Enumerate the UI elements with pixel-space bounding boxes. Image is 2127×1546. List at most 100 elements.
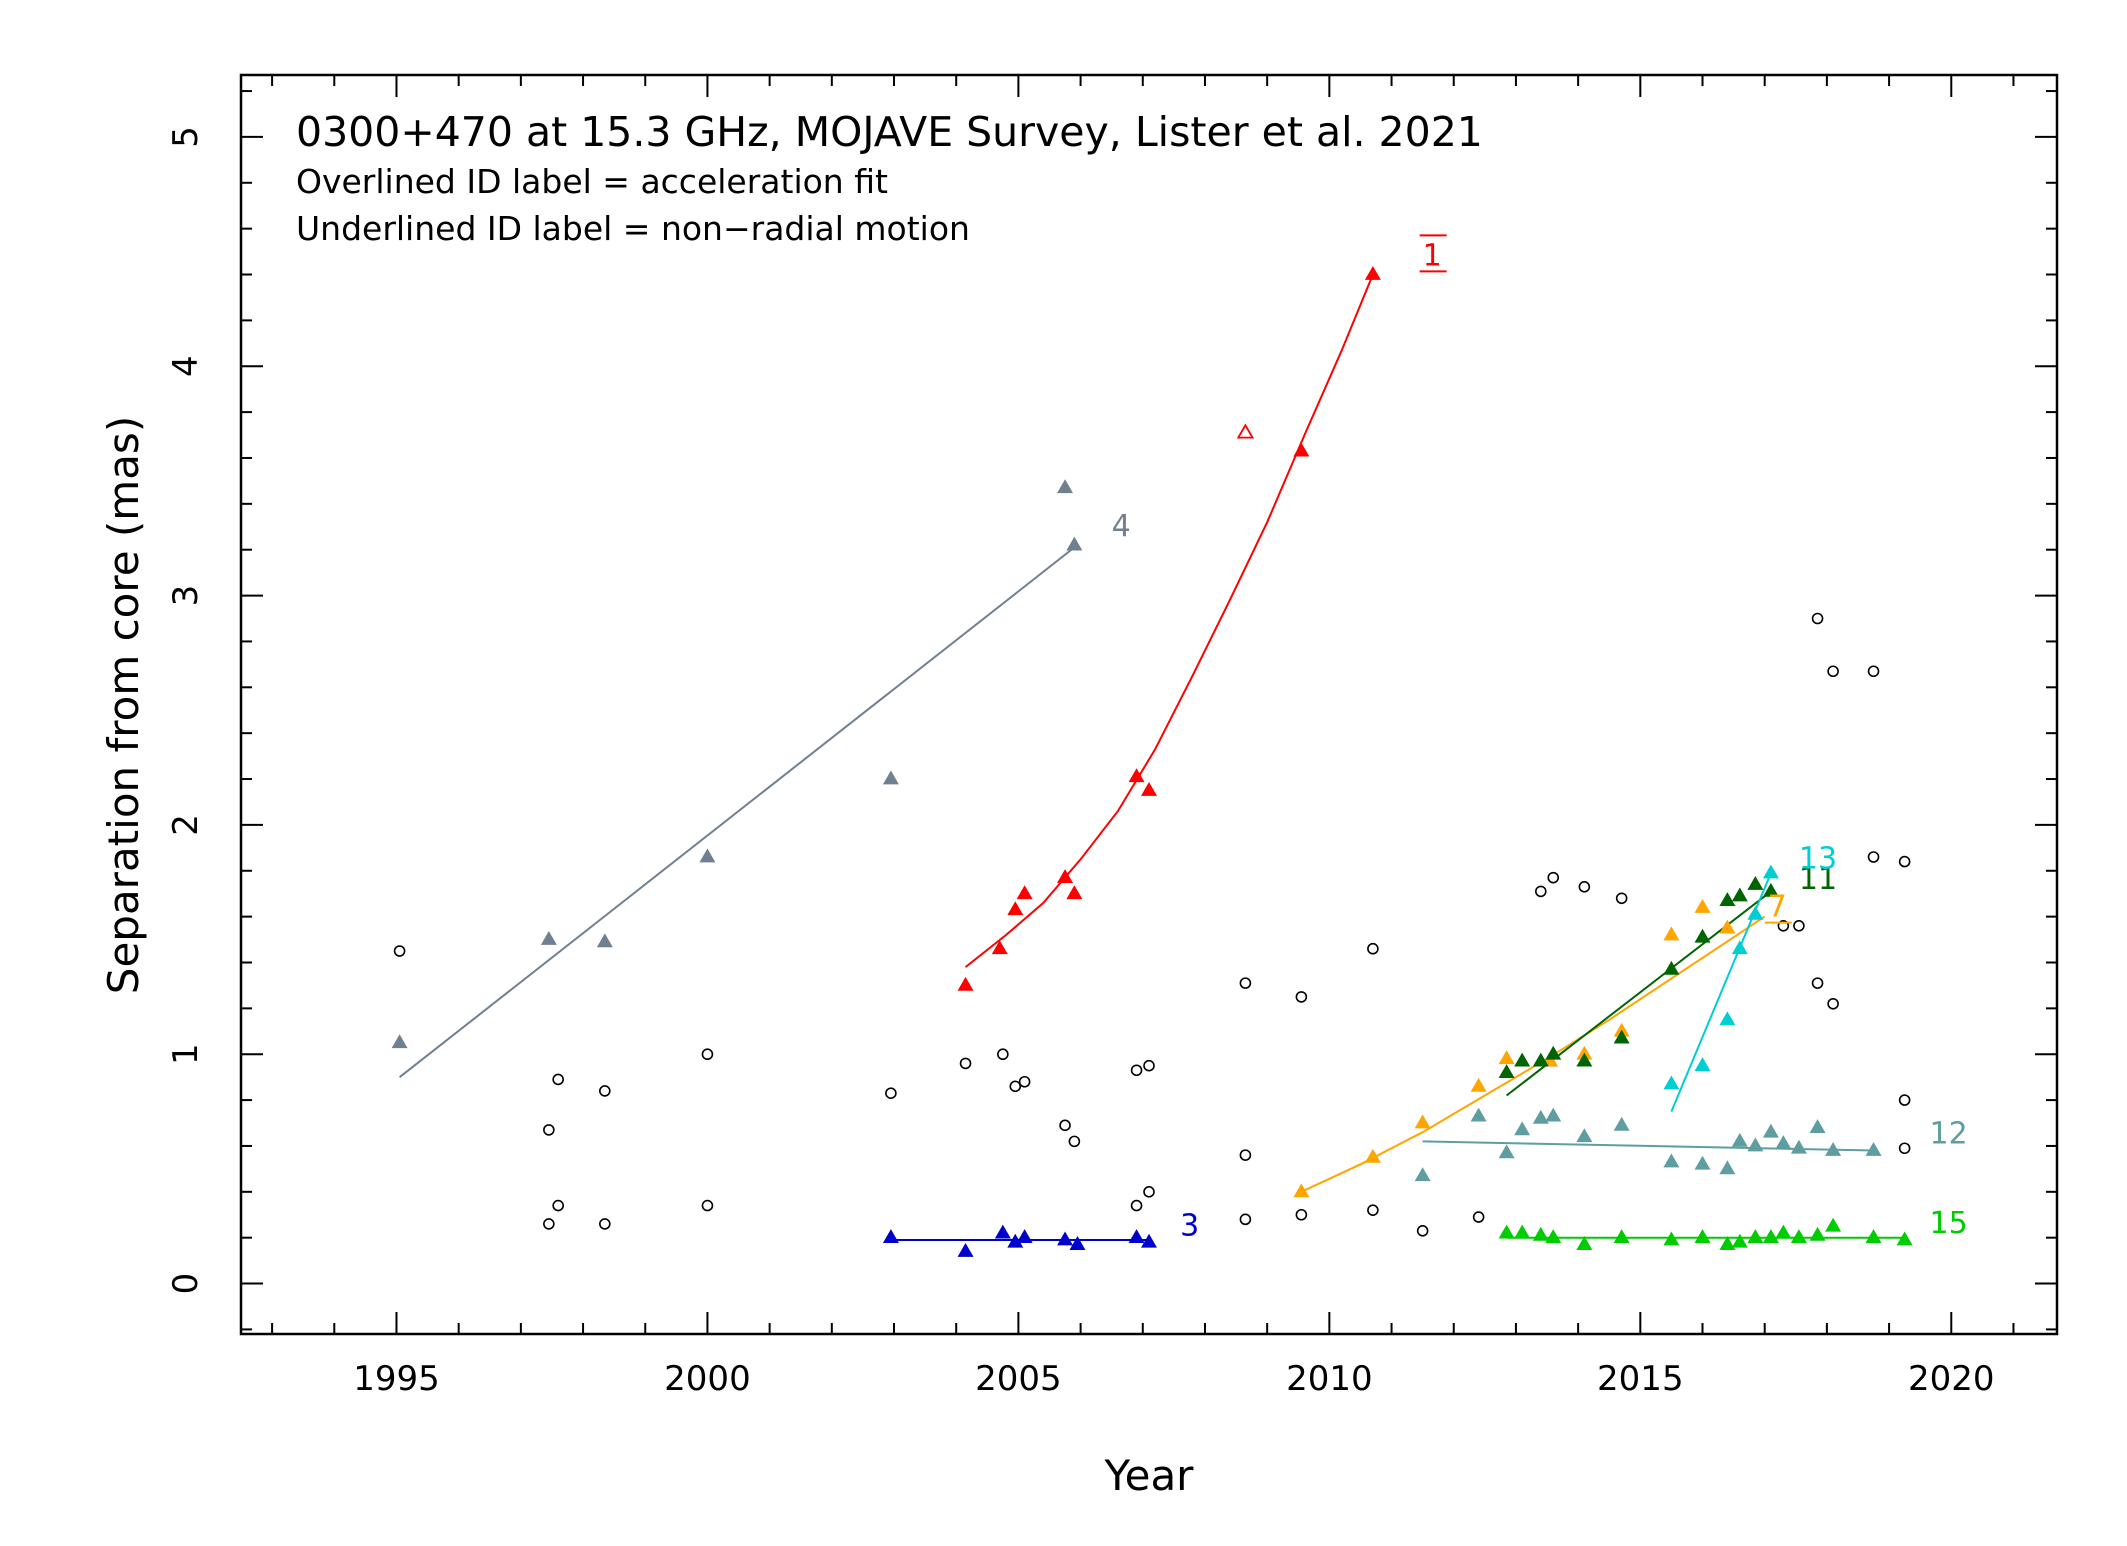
unassociated-point — [393, 945, 406, 957]
point-11 — [1532, 1052, 1549, 1067]
unassociated-point — [1130, 1064, 1143, 1077]
point-12 — [1747, 1137, 1764, 1152]
point-4 — [1057, 479, 1074, 494]
y-tick-label: 2 — [166, 814, 206, 836]
unassociated-point — [1898, 1142, 1911, 1155]
unassociated-point — [959, 1057, 972, 1070]
unassociated-point — [1367, 942, 1379, 955]
unassociated-point — [1416, 1225, 1429, 1237]
point-3 — [1016, 1229, 1033, 1244]
point-15 — [1747, 1229, 1764, 1244]
fit-line-4 — [398, 546, 1076, 1078]
unassociated-point — [1068, 1135, 1081, 1148]
unassociated-point — [552, 1073, 564, 1086]
unassociated-point — [1898, 855, 1911, 868]
x-tick-label: 1995 — [353, 1359, 440, 1399]
point-1 — [1057, 869, 1074, 884]
axis-ticks — [241, 75, 2057, 1334]
series-label-15: 15 — [1930, 1206, 1968, 1241]
point-1 — [1066, 885, 1083, 900]
point-3 — [1128, 1229, 1145, 1244]
point-4 — [540, 931, 557, 945]
unassociated-point — [1472, 1211, 1485, 1223]
unassociated-point — [1143, 1186, 1155, 1198]
point-15 — [1762, 1229, 1779, 1244]
point-12 — [1414, 1167, 1431, 1182]
point-11 — [1719, 892, 1736, 906]
unassociated-point — [1578, 881, 1591, 893]
series-label-11: 11 — [1799, 862, 1837, 897]
point-7 — [1470, 1077, 1487, 1092]
point-13 — [1694, 1057, 1711, 1072]
point-13 — [1663, 1075, 1680, 1090]
point-15 — [1719, 1236, 1736, 1250]
x-tick-label: 2015 — [1597, 1359, 1684, 1399]
point-15 — [1896, 1231, 1913, 1246]
unassociated-point — [1615, 892, 1628, 905]
series-label-7: 7 — [1768, 890, 1787, 925]
point-13 — [1719, 1011, 1736, 1026]
point-7 — [1663, 926, 1680, 941]
point-11 — [1731, 887, 1748, 902]
point-1 — [957, 976, 974, 991]
point-11 — [1514, 1052, 1531, 1067]
unassociated-point — [1130, 1199, 1143, 1212]
unassociated-point — [1018, 1075, 1031, 1088]
data-markers — [391, 266, 1913, 1257]
point-15 — [1532, 1226, 1549, 1241]
unassociated-point — [1367, 1204, 1379, 1216]
unassociated-point — [1777, 919, 1790, 932]
unassociated-point — [1867, 665, 1880, 678]
y-tick-label: 4 — [166, 355, 206, 377]
point-7 — [1364, 1148, 1381, 1163]
unassociated-point — [599, 1218, 611, 1230]
unassociated-point — [1827, 997, 1839, 1010]
point-3 — [1141, 1233, 1157, 1248]
point-13 — [1747, 905, 1764, 920]
x-tick-label: 2020 — [1908, 1359, 1995, 1399]
plot-frame — [239, 73, 2059, 1336]
point-1 — [1128, 768, 1145, 783]
series-label-3: 3 — [1180, 1208, 1199, 1243]
point-15 — [1576, 1236, 1593, 1250]
x-tick-label: 2010 — [1286, 1359, 1373, 1399]
point-12 — [1775, 1135, 1792, 1150]
chart-title: 0300+470 at 15.3 GHz, MOJAVE Survey, Lis… — [296, 108, 1483, 156]
point-12 — [1613, 1116, 1630, 1131]
point-12 — [1663, 1153, 1680, 1168]
open-point-1 — [1236, 423, 1255, 439]
y-tick-labels: 0 1 2 3 4 5 — [166, 126, 206, 1294]
point-3 — [994, 1224, 1011, 1239]
unassociated-point — [1547, 871, 1560, 884]
point-12 — [1762, 1123, 1779, 1138]
point-7 — [1293, 1183, 1310, 1198]
point-15 — [1498, 1224, 1515, 1239]
point-3 — [1057, 1231, 1074, 1246]
note-overline: Overlined ID label = acceleration fit — [296, 162, 888, 201]
unassociated-point — [543, 1124, 555, 1136]
series-label-1: 1 — [1423, 238, 1442, 273]
unassociated-point — [1295, 991, 1308, 1003]
point-12 — [1865, 1142, 1882, 1156]
point-11 — [1613, 1029, 1630, 1044]
fit-lines — [398, 274, 1905, 1241]
unassociated-point — [701, 1048, 714, 1061]
series-label-4: 4 — [1112, 509, 1131, 544]
point-7 — [1719, 919, 1736, 934]
point-12 — [1809, 1119, 1826, 1133]
point-4 — [1066, 536, 1083, 551]
point-15 — [1663, 1231, 1680, 1246]
point-12 — [1825, 1142, 1842, 1156]
point-7 — [1694, 898, 1711, 913]
y-tick-label: 5 — [166, 126, 206, 148]
point-15 — [1775, 1224, 1792, 1239]
unassociated-point — [1867, 851, 1880, 863]
y-tick-label: 3 — [166, 585, 206, 607]
point-4 — [699, 848, 716, 863]
point-1 — [991, 940, 1008, 955]
point-12 — [1545, 1107, 1562, 1122]
point-12 — [1498, 1144, 1515, 1159]
unassociated-point — [1009, 1080, 1022, 1093]
point-15 — [1825, 1217, 1842, 1232]
